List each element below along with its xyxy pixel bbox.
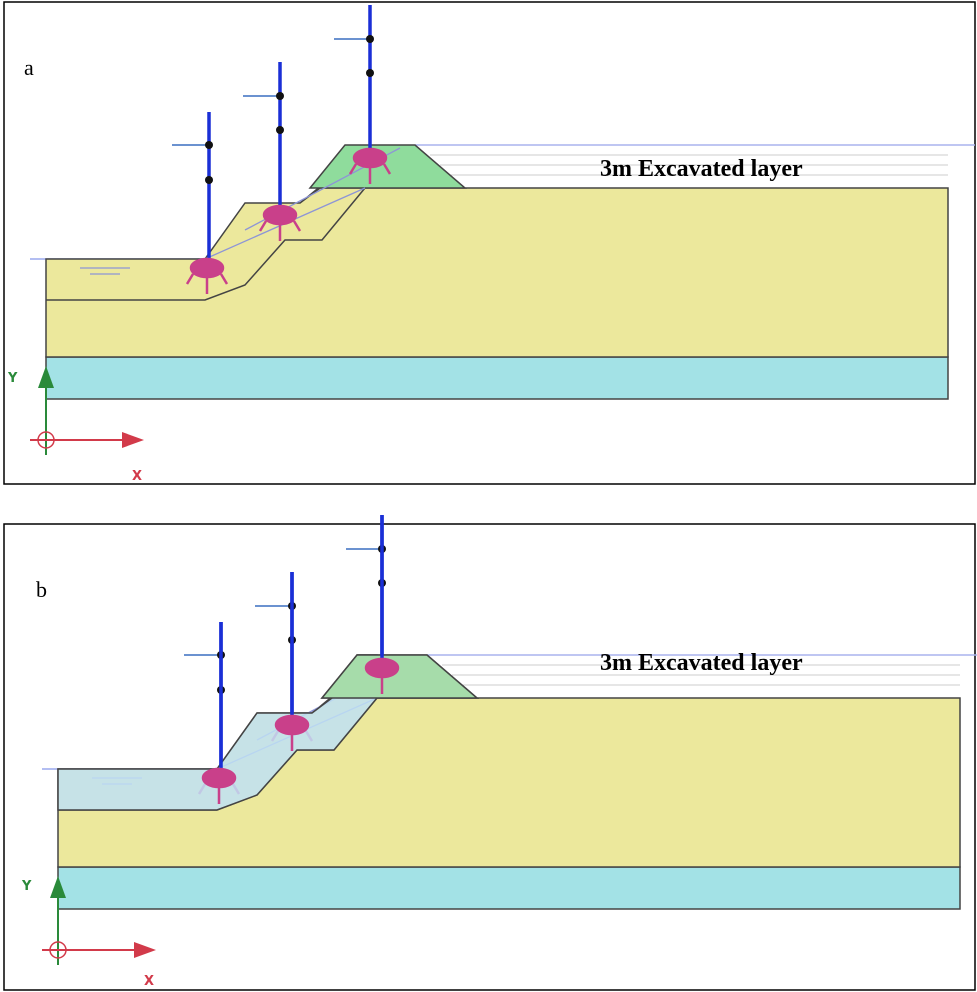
x-axis-label: X [144, 974, 154, 989]
y-axis-label: Y [21, 879, 32, 894]
panel-a: a 3m Excavated layer Y X [4, 2, 975, 484]
y-axis-label: Y [7, 371, 18, 386]
panel-b: b 3m Excavated layer Y X [4, 515, 977, 990]
x-axis-label: X [132, 469, 142, 484]
annotation: 3m Excavated layer [600, 156, 803, 182]
panel-label: b [36, 577, 47, 602]
annotation: 3m Excavated layer [600, 650, 803, 676]
figure: a 3m Excavated layer Y X b 3m Excavated … [0, 0, 977, 992]
panel-label: a [24, 55, 34, 80]
